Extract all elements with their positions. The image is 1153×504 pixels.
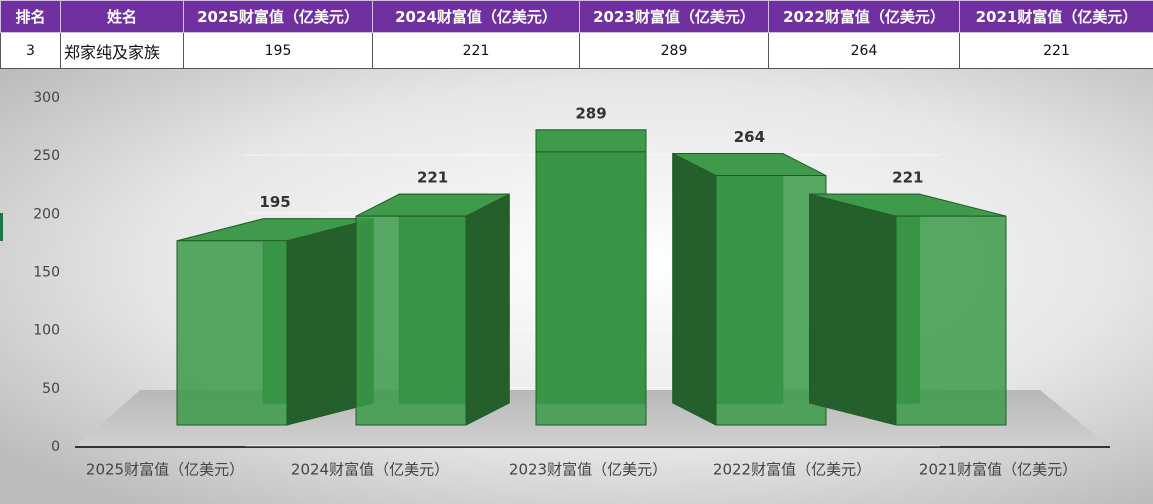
bar-top xyxy=(535,129,647,153)
table-row: 3 郑家纯及家族 195 221 289 264 221 xyxy=(0,32,1153,69)
x-tick-label: 2021财富值（亿美元） xyxy=(919,461,1077,479)
data-label: 221 xyxy=(417,169,448,187)
data-label: 264 xyxy=(734,128,765,146)
bar-front xyxy=(355,215,467,426)
y-tick-label: 200 xyxy=(33,206,60,222)
chart: 0 50 100 150 200 250 300 2025财富值（亿美元） 195 2024财富值… xyxy=(0,69,1153,504)
bar xyxy=(535,129,647,426)
header-cell: 2024财富值（亿美元） xyxy=(372,0,580,33)
bar xyxy=(809,193,1007,426)
x-tick-label: 2022财富值（亿美元） xyxy=(713,461,871,479)
header-cell: 2021财富值（亿美元） xyxy=(959,0,1153,33)
x-tick-label: 2023财富值（亿美元） xyxy=(509,461,667,479)
header-cell: 2022财富值（亿美元） xyxy=(768,0,960,33)
bar-front xyxy=(176,240,288,426)
header-cell: 排名 xyxy=(0,0,61,33)
bar xyxy=(176,218,374,426)
table-cell: 郑家纯及家族 xyxy=(60,32,184,69)
data-label: 221 xyxy=(892,169,923,187)
data-label: 195 xyxy=(259,193,290,211)
data-label: 289 xyxy=(575,104,606,122)
x-tick-label: 2025财富值（亿美元） xyxy=(86,461,244,479)
y-tick-label: 150 xyxy=(33,265,60,281)
table-cell: 221 xyxy=(372,32,580,69)
bar-side xyxy=(465,193,510,426)
y-tick-label: 250 xyxy=(33,148,60,164)
header-row: 排名 姓名 2025财富值（亿美元） 2024财富值（亿美元） 2023财富值（亿美元）… xyxy=(0,0,1153,33)
data-table: 排名 姓名 2025财富值（亿美元） 2024财富值（亿美元） 2023财富值（亿美元）… xyxy=(0,0,1153,69)
bar-front xyxy=(715,175,827,426)
sheet-marker xyxy=(0,213,3,241)
x-tick-label: 2024财富值（亿美元） xyxy=(291,461,449,479)
bar-side xyxy=(809,193,897,426)
bar xyxy=(355,193,510,426)
header-cell: 姓名 xyxy=(60,0,184,33)
y-tick-label: 0 xyxy=(51,439,60,455)
table-cell: 221 xyxy=(959,32,1153,69)
y-tick-label: 50 xyxy=(42,381,60,397)
bar-front xyxy=(535,151,647,426)
header-cell: 2023财富值（亿美元） xyxy=(579,0,769,33)
y-tick-label: 300 xyxy=(33,90,60,106)
bar xyxy=(672,152,827,426)
table-cell: 3 xyxy=(0,32,61,69)
bar-side xyxy=(672,152,717,426)
table-cell: 289 xyxy=(579,32,769,69)
table-cell: 195 xyxy=(183,32,373,69)
header-cell: 2025财富值（亿美元） xyxy=(183,0,373,33)
bar-front xyxy=(895,215,1007,426)
table-body: 3 郑家纯及家族 195 221 289 264 221 xyxy=(0,32,1153,69)
table-cell: 264 xyxy=(768,32,960,69)
y-tick-label: 100 xyxy=(33,323,60,339)
